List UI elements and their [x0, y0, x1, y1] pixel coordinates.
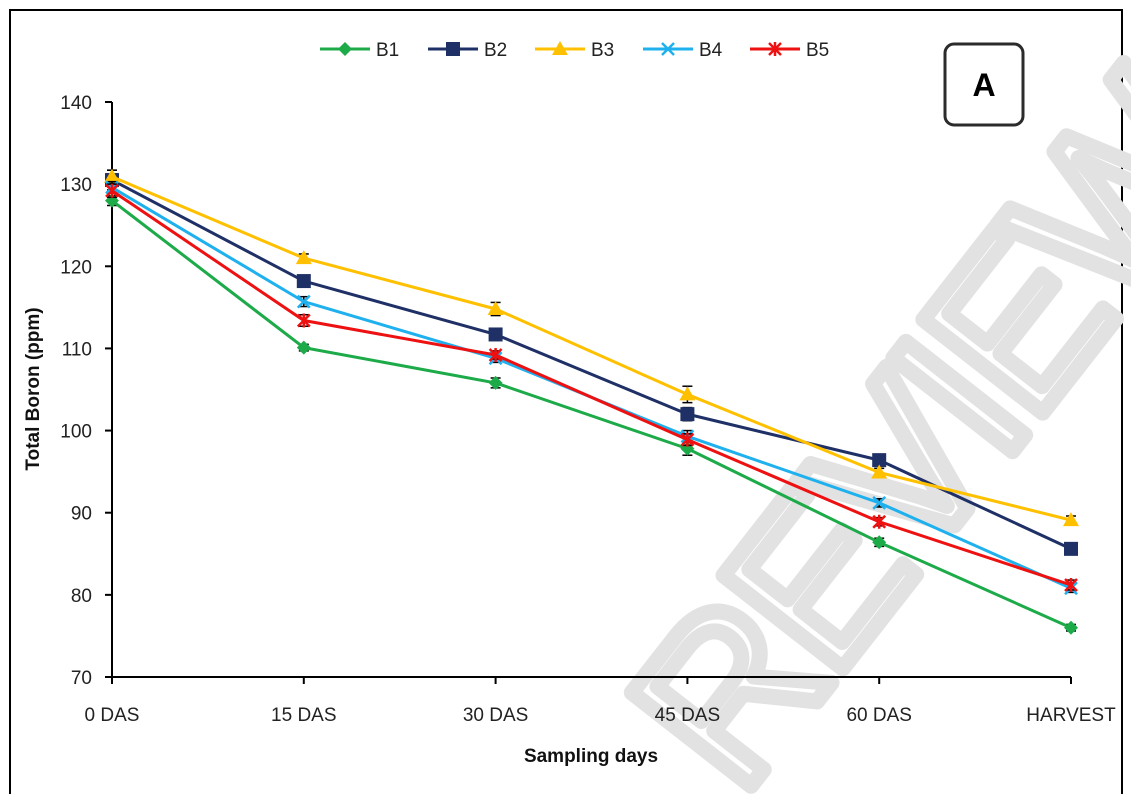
data-point	[296, 340, 311, 355]
marker-stroke	[872, 495, 887, 510]
legend-marker	[768, 42, 782, 56]
y-tick-label: 140	[60, 93, 92, 114]
data-point	[296, 313, 311, 328]
y-tick-label: 120	[60, 257, 92, 278]
y-tick-label: 70	[71, 668, 92, 689]
data-point	[104, 168, 120, 183]
legend: B1 B2 B3 B4 B5	[320, 40, 829, 61]
series-layer	[104, 168, 1079, 635]
data-point	[296, 274, 311, 289]
data-point	[871, 464, 888, 479]
legend-item-b4: B4	[643, 40, 723, 61]
x-tick-label: 60 DAS	[846, 705, 911, 726]
x-tick-label: 45 DAS	[655, 705, 720, 726]
panel-label: A	[972, 67, 995, 103]
y-tick-label: 80	[71, 586, 92, 607]
y-tick-label: 110	[62, 339, 92, 360]
legend-label: B2	[484, 40, 507, 61]
y-tick-label: 130	[60, 175, 92, 196]
series-line	[111, 178, 1072, 551]
data-point	[872, 514, 887, 529]
legend-item-b3: B3	[535, 40, 614, 61]
legend-marker	[552, 41, 568, 55]
data-point	[105, 183, 119, 198]
data-point	[1064, 541, 1078, 556]
marker-stroke	[296, 294, 311, 309]
legend-marker	[661, 42, 675, 56]
series-line	[111, 199, 1072, 630]
y-tick-label: 90	[71, 504, 92, 525]
data-point	[680, 432, 695, 447]
data-point	[488, 375, 503, 390]
data-point	[680, 407, 695, 422]
y-axis-title: Total Boron (ppm)	[23, 307, 44, 470]
series-b3	[104, 168, 1079, 527]
x-tick-label: 0 DAS	[85, 705, 140, 726]
legend-label: B3	[591, 40, 614, 61]
series-b5	[105, 183, 1078, 592]
x-tick-label: 30 DAS	[463, 705, 528, 726]
data-point	[679, 386, 696, 401]
panel-label-border	[943, 42, 1025, 127]
data-point	[872, 453, 887, 468]
data-point	[1064, 620, 1078, 635]
legend-item-b2: B2	[428, 40, 507, 61]
chart-frame	[9, 9, 1123, 794]
x-tick-label: HARVEST	[1026, 705, 1116, 726]
marker-stroke	[661, 42, 675, 56]
series-line	[111, 175, 1072, 522]
legend-marker	[338, 42, 352, 56]
x-tick-label: 15 DAS	[271, 705, 336, 726]
data-point	[872, 535, 887, 550]
data-point	[488, 348, 503, 362]
y-axis-ticks: 70 80 90 100 110 120 130 140	[60, 93, 112, 689]
x-axis-ticks: 0 DAS 15 DAS 30 DAS 45 DAS 60 DAS HARVEST	[85, 677, 1116, 726]
data-point	[296, 294, 311, 309]
series-b2	[105, 169, 1078, 556]
x-axis-title: Sampling days	[524, 746, 658, 767]
y-tick-label: 100	[60, 422, 92, 443]
legend-label: B4	[699, 40, 723, 61]
legend-item-b1: B1	[320, 40, 399, 61]
legend-marker	[446, 42, 460, 56]
data-point	[295, 250, 312, 265]
series-line	[111, 189, 1072, 587]
data-point	[1064, 578, 1078, 592]
legend-item-b5: B5	[750, 40, 829, 61]
watermark: REVIEW	[583, 34, 1131, 798]
panel-label-box: A	[943, 42, 1025, 127]
legend-label: B5	[806, 40, 829, 61]
data-point	[488, 327, 503, 342]
data-point	[1063, 512, 1079, 527]
data-point	[487, 301, 504, 315]
legend-label: B1	[376, 40, 399, 61]
data-point	[872, 495, 887, 510]
